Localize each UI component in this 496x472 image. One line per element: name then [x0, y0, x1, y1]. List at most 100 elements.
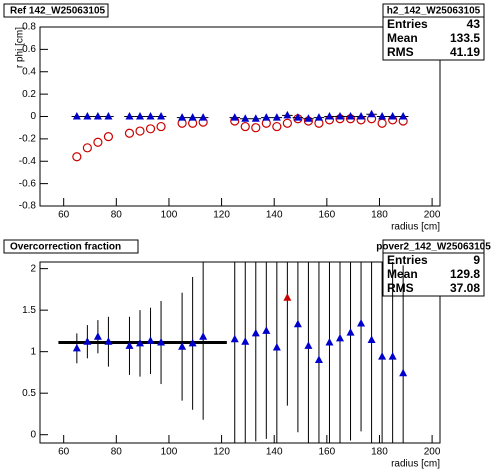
stats-value: 37.08: [450, 281, 480, 295]
y-tick-label: 1.5: [22, 305, 36, 316]
point: [357, 318, 366, 327]
point: [346, 112, 355, 120]
point: [377, 118, 387, 128]
point: [325, 338, 334, 346]
y-tick-label: 0.8: [22, 22, 36, 33]
plot-area: [58, 262, 408, 443]
point: [72, 112, 81, 120]
x-tick-label: 200: [424, 210, 441, 221]
point: [314, 113, 323, 121]
x-tick-label: 100: [161, 447, 178, 458]
point: [199, 113, 208, 121]
point: [251, 114, 260, 122]
point: [72, 152, 82, 162]
point: [304, 341, 313, 349]
point: [388, 112, 397, 120]
point: [336, 112, 344, 120]
y-tick-label: 0.2: [22, 89, 36, 100]
x-tick-label: 160: [318, 210, 335, 221]
y-tick-label: 0.5: [22, 388, 36, 399]
point: [230, 113, 239, 121]
x-tick-label: 140: [266, 447, 283, 458]
stats-value: 129.8: [450, 267, 480, 281]
point: [136, 112, 144, 120]
chart-title: Overcorrection fraction: [10, 242, 121, 253]
point: [156, 121, 166, 132]
x-axis-label: radius [cm]: [391, 222, 440, 233]
point: [157, 338, 166, 346]
point: [272, 113, 281, 121]
point: [72, 343, 81, 352]
point: [178, 342, 187, 350]
plot-area: [71, 109, 409, 162]
point: [125, 112, 134, 120]
stats-label: Entries: [387, 17, 428, 31]
point: [188, 338, 197, 347]
y-tick-label: 0: [30, 111, 36, 122]
point: [283, 110, 292, 119]
point: [240, 121, 250, 132]
point: [103, 132, 114, 142]
point: [251, 123, 261, 133]
point: [157, 112, 166, 120]
point: [367, 335, 376, 344]
point: [145, 124, 156, 134]
point: [136, 338, 144, 347]
point: [124, 128, 135, 138]
point: [272, 121, 282, 132]
point: [135, 126, 145, 136]
point: [272, 343, 281, 351]
point: [378, 112, 387, 120]
point: [199, 332, 208, 340]
stats-title: pover2_142_W25063105: [376, 242, 491, 253]
x-tick-label: 180: [371, 447, 388, 458]
point: [346, 328, 355, 336]
point: [241, 337, 250, 345]
point: [325, 112, 334, 120]
stats-box: [382, 239, 485, 297]
x-tick-label: 140: [266, 210, 283, 221]
y-tick-label: 1: [30, 346, 36, 357]
point: [82, 143, 92, 153]
stats-label: Mean: [387, 267, 418, 281]
stats-title: h2_142_W25063105: [387, 6, 481, 17]
point: [336, 333, 344, 342]
point: [146, 336, 155, 344]
x-tick-label: 100: [161, 210, 178, 221]
point: [93, 332, 102, 340]
stats-value: 9: [473, 253, 480, 267]
y-tick-label: 0.4: [22, 66, 36, 77]
point: [314, 355, 323, 363]
x-axis-label: radius [cm]: [391, 459, 440, 470]
point: [146, 112, 155, 120]
point: [251, 328, 260, 337]
point: [262, 326, 271, 334]
stats-label: Entries: [387, 253, 428, 267]
point: [104, 337, 113, 345]
y-tick-label: -0.6: [19, 178, 37, 189]
stats-value: 43: [467, 17, 481, 31]
stats-label: RMS: [387, 45, 414, 59]
x-tick-label: 180: [371, 210, 388, 221]
x-tick-label: 160: [318, 447, 335, 458]
stats-label: Mean: [387, 31, 418, 45]
point: [283, 293, 292, 301]
x-tick-label: 80: [111, 210, 123, 221]
title-box: [3, 239, 139, 254]
point: [399, 112, 408, 120]
point: [293, 113, 302, 121]
x-tick-label: 200: [424, 447, 441, 458]
x-tick-label: 60: [58, 447, 70, 458]
y-tick-label: 2: [30, 263, 36, 274]
y-tick-label: -0.8: [19, 201, 37, 212]
point: [262, 113, 271, 121]
point: [188, 113, 197, 121]
point: [388, 352, 397, 360]
point: [282, 118, 292, 128]
point: [293, 319, 302, 328]
point: [304, 114, 313, 122]
point: [399, 368, 408, 377]
point: [93, 112, 102, 120]
